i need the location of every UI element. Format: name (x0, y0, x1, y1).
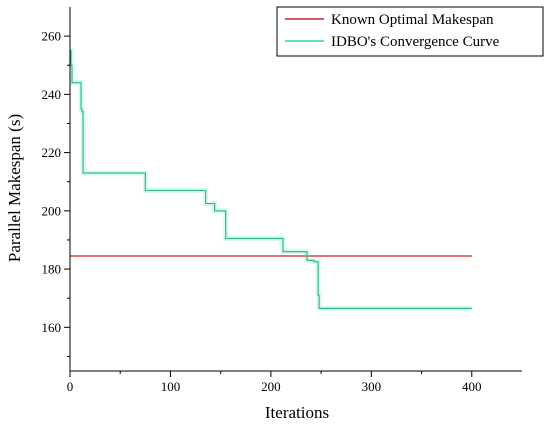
legend: Known Optimal Makespan IDBO's Convergence… (276, 6, 544, 57)
ticks: 0 100 200 300 400 160 180 200 220 240 260 (42, 29, 482, 394)
series-1-shade (70, 50, 472, 309)
y-tick-label: 160 (42, 320, 62, 335)
legend-label: IDBO's Convergence Curve (331, 34, 500, 50)
y-tick-label: 240 (42, 87, 62, 102)
series-layer (68, 48, 472, 311)
y-tick-label: 260 (42, 29, 62, 44)
x-tick-label: 400 (462, 379, 482, 394)
x-tick-label: 200 (261, 379, 281, 394)
x-axis-title: Iterations (265, 403, 329, 422)
y-tick-label: 220 (42, 145, 62, 160)
x-tick-label: 100 (161, 379, 181, 394)
y-tick-label: 180 (42, 262, 62, 277)
legend-box (276, 6, 544, 57)
series-1-line (70, 50, 472, 309)
x-tick-label: 300 (362, 379, 382, 394)
axes (69, 7, 522, 372)
y-axis-title: Parallel Makespan (s) (5, 114, 24, 262)
legend-label: Known Optimal Makespan (331, 12, 494, 28)
x-tick-label: 0 (67, 379, 74, 394)
y-tick-label: 200 (42, 203, 62, 218)
series-1-band (68, 48, 472, 311)
